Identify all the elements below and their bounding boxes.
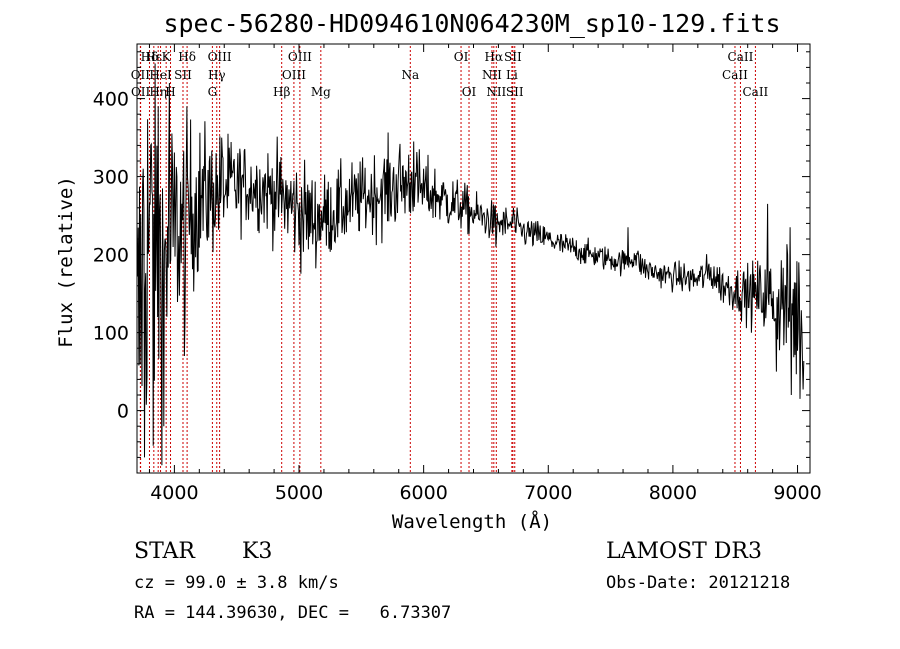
x-tick-label: 9000 [773,482,821,504]
spectral-line-label: OIII [208,50,232,64]
spectral-line-label: Hγ [208,68,226,82]
spectral-line-label: Hα [485,50,504,64]
spectral-line-label: HeI [149,68,172,82]
spectral-line-label: CaII [742,85,768,99]
spectral-line-label: OIII [282,68,306,82]
y-axis-label: Flux (relative) [55,176,77,348]
spectral-line-label: NII [486,85,506,99]
spectral-line-label: OI [454,50,469,64]
spectral-line-label: Hβ [273,85,290,99]
spectral-line-label: Hδ [141,50,159,64]
object-subclass: K3 [242,539,273,564]
x-tick-label: 4000 [150,482,198,504]
spectral-line-label: CaII [728,50,754,64]
spectral-line-label: Hε [145,50,162,64]
spectral-line-label: CaII [722,68,748,82]
survey-name: LAMOST DR3 [606,539,762,564]
y-tick-label: 400 [93,89,129,111]
axis-ticks: 4000 5000 6000 7000 8000 9000 0 100 200 300 400 [93,44,822,504]
y-tick-label: 200 [93,245,129,267]
spectral-line-label: Mg [311,85,331,99]
redshift-readout: cz = 99.0 ± 3.8 km/s [134,573,339,593]
spectral-line-label: K [162,50,172,64]
spectral-line-label: SII [506,85,524,99]
spectral-line-label: Na [401,68,419,82]
spectral-line-label: OII [131,68,151,82]
chart-title: spec-56280-HD094610N064230M_sp10-129.fit… [163,9,780,38]
x-axis-label: Wavelength (Å) [392,510,552,533]
obs-date: Obs-Date: 20121218 [606,573,791,593]
spectral-line-label: Hη [149,85,167,99]
spectral-line-markers [139,46,756,473]
object-class: STAR [134,539,195,564]
spectral-line-label: NII [482,68,502,82]
spectrum-line [136,63,805,466]
spectral-line-label: Hδ [178,50,196,64]
spectral-line-label: OIII [288,50,312,64]
x-tick-label: 5000 [275,482,323,504]
x-tick-label: 7000 [524,482,572,504]
y-tick-label: 300 [93,167,129,189]
y-tick-label: 0 [117,401,129,423]
spectral-line-label: H [165,85,175,99]
x-tick-label: 8000 [649,482,697,504]
coordinates: RA = 144.39630, DEC = 6.73307 [134,603,452,623]
y-tick-label: 100 [93,323,129,345]
plot-frame [136,43,811,474]
spectral-line-label: SII [504,50,522,64]
spectral-line-label: OII [131,85,151,99]
x-tick-label: 6000 [399,482,447,504]
spectral-line-label: G [208,85,218,99]
spectral-line-label: OI [462,85,477,99]
spectral-line-label: Li [506,68,518,82]
spectral-line-label: SII [174,68,192,82]
